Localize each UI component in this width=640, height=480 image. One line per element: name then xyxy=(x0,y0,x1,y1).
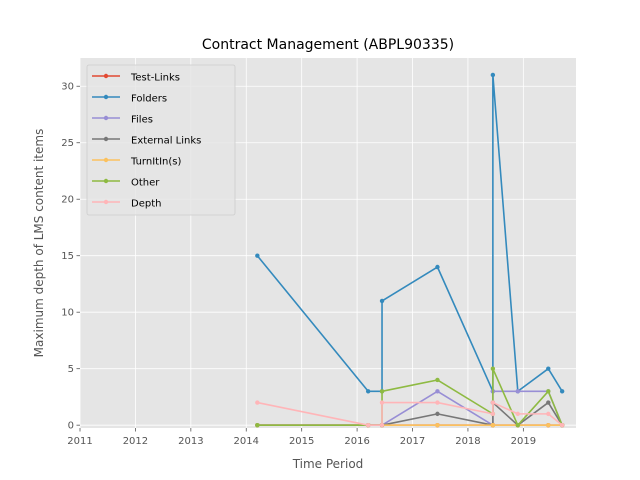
x-tick-label: 2016 xyxy=(344,436,369,447)
y-axis-label: Maximum depth of LMS content items xyxy=(32,129,46,358)
data-point-turnitin-s xyxy=(435,422,440,428)
data-point-depth xyxy=(490,400,496,405)
legend-marker-depth xyxy=(103,199,109,205)
axis-ticks: 2011 2012 2013 2014 2015 2016 2017 2018 20190510… xyxy=(61,82,536,447)
data-point-folders xyxy=(379,298,385,304)
legend: Test-Links Folders Files External Links Turn… xyxy=(86,64,236,216)
data-point-depth xyxy=(379,400,385,405)
data-point-external-links xyxy=(546,400,551,405)
data-point-folders xyxy=(546,366,551,371)
chart-title: Contract Management (ABPL90335) xyxy=(202,37,454,53)
x-axis-label: Time Period xyxy=(292,457,364,471)
data-point-depth xyxy=(515,411,521,417)
legend-label-external-links: External Links xyxy=(131,136,201,147)
legend-label-test-links: Test-Links xyxy=(130,73,180,84)
data-point-folders xyxy=(255,253,260,258)
x-tick-label: 2015 xyxy=(289,436,314,447)
series-layer xyxy=(255,72,565,428)
legend-marker-other xyxy=(103,178,109,184)
data-point-depth xyxy=(379,422,385,428)
y-tick-label: 15 xyxy=(61,251,74,262)
series-line-folders xyxy=(256,74,563,393)
legend-marker-files xyxy=(103,115,109,121)
data-point-folders xyxy=(435,264,440,270)
data-point-folders xyxy=(365,389,371,394)
legend-label-folders: Folders xyxy=(131,94,167,105)
series-depth xyxy=(255,400,565,428)
data-point-depth xyxy=(365,422,371,428)
data-point-depth xyxy=(255,400,260,405)
x-tick-label: 2013 xyxy=(178,436,203,447)
data-point-files xyxy=(515,389,521,394)
data-point-folders xyxy=(559,389,565,394)
series-line-depth xyxy=(257,401,563,426)
legend-marker-turnitin-s xyxy=(103,157,109,163)
data-point-depth xyxy=(546,411,551,417)
y-tick-label: 5 xyxy=(68,364,74,375)
data-point-depth xyxy=(490,411,496,417)
data-point-other xyxy=(515,422,521,428)
x-tick-label: 2012 xyxy=(123,436,148,447)
y-tick-label: 25 xyxy=(61,138,74,149)
x-tick-label: 2017 xyxy=(400,436,425,447)
data-point-other xyxy=(435,377,440,383)
y-tick-label: 0 xyxy=(68,421,74,432)
data-point-other xyxy=(490,366,496,371)
legend-label-depth: Depth xyxy=(131,199,161,210)
data-point-external-links xyxy=(435,411,440,417)
legend-marker-external-links xyxy=(103,136,109,142)
data-point-depth xyxy=(559,422,565,428)
data-point-other xyxy=(255,422,260,428)
x-tick-label: 2019 xyxy=(511,436,536,447)
data-point-depth xyxy=(435,400,440,405)
x-tick-label: 2018 xyxy=(455,436,480,447)
x-tick-label: 2011 xyxy=(67,436,92,447)
data-point-other xyxy=(379,389,385,394)
legend-label-files: Files xyxy=(131,115,153,126)
legend-label-turnitin-s: TurnItIn(s) xyxy=(130,157,181,168)
y-tick-label: 20 xyxy=(61,195,74,206)
x-tick-label: 2014 xyxy=(234,436,259,447)
y-tick-label: 10 xyxy=(61,308,74,319)
data-point-folders xyxy=(490,72,496,78)
legend-label-other: Other xyxy=(131,178,160,189)
legend-marker-folders xyxy=(103,94,109,100)
data-point-turnitin-s xyxy=(546,422,551,428)
data-point-other xyxy=(546,389,551,394)
legend-box xyxy=(86,64,236,216)
y-tick-label: 30 xyxy=(61,82,74,93)
data-point-turnitin-s xyxy=(490,422,496,428)
data-point-files xyxy=(435,389,440,394)
legend-marker-test-links xyxy=(103,73,109,79)
